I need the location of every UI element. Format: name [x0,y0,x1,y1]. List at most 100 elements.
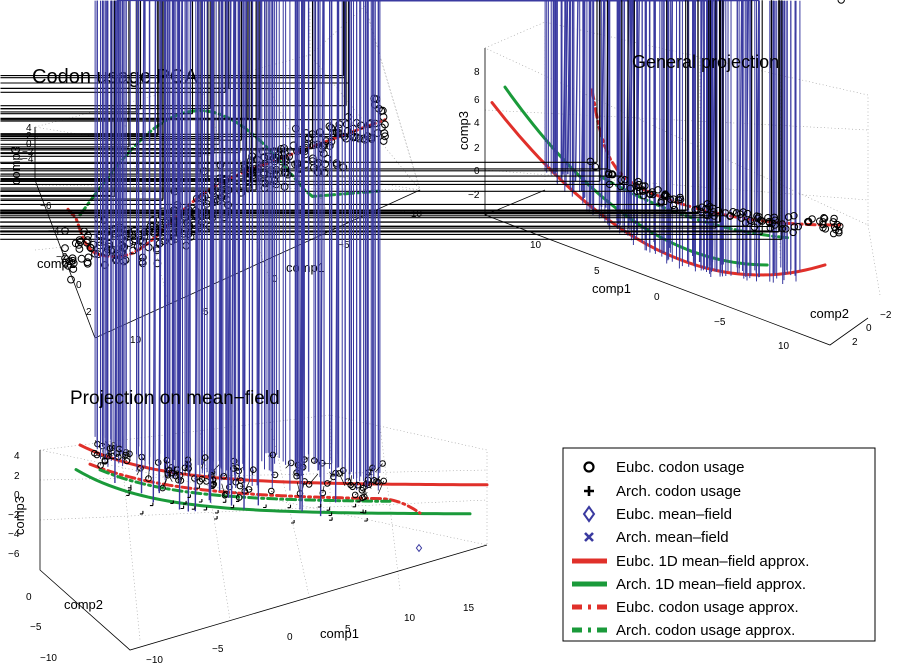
p2-xlabel: comp1 [592,281,631,296]
legend: Eubc. codon usage Arch. codon usage Eubc… [562,447,876,642]
p3-arch-codon-point [214,516,218,520]
p1-zlabel: comp3 [8,146,23,185]
p3-ytick: 0 [26,592,32,603]
p3-arch-codon-point [362,510,367,514]
eubc-codon-point [76,237,85,246]
p3-eubc-codon-point [311,457,318,464]
p3-projection-link [354,493,357,496]
panel-projection-on-mean-field: Projection on mean−field comp1 comp2 com… [8,0,519,666]
p2-ztick: 8 [474,67,480,78]
p3-arch-codon-point [364,518,368,522]
p1-ytick: −6 [40,201,52,212]
p3-ztick: −4 [8,529,20,540]
p2-eubc-codon-point [617,182,625,191]
legend-swatch [583,461,595,473]
p1-xtick: −10 [405,209,422,220]
p2-yticks: −2 0 2 [852,310,892,348]
p3-projection-link [221,483,226,496]
p3-arch-codon-approx-line [98,468,392,503]
eubc-codon-point [379,137,388,145]
p3-projection-link [362,491,368,498]
p3-title: Projection on mean−field [70,388,280,409]
eubc-codon-point [83,236,92,245]
p2-ztick: 2 [474,143,480,154]
p2-eubc-codon-point [634,177,642,186]
p2-ztick: 6 [474,95,480,106]
p2-xtick: 10 [778,341,790,352]
p2-arch-codon-point [0,0,629,185]
p3-projection-link [186,459,189,469]
p2-xtick: −5 [714,317,726,328]
p3-xtick: −10 [146,655,163,666]
p2-eubc-codon-point [821,225,830,233]
p2-arch-codon-point [0,0,722,223]
eubc-codon-point [144,243,153,252]
p3-projection-link [164,460,168,473]
legend-box [562,447,876,642]
p3-eubc-codon-point [209,476,217,484]
p3-projection-link [350,475,352,486]
p3-eubc-codon-point [268,487,275,495]
p2-xticks: 10 5 0 −5 10 [530,240,790,352]
p2-eubc-codon-point [829,218,837,226]
p2-eubc-codon-point [635,180,643,189]
p2-eubc-codon-point [794,222,802,231]
eubc-codon-point [68,254,77,263]
p3-projection-link [167,473,173,482]
p3-projection-link [308,473,319,485]
p3-eubc-codon-point [201,454,209,461]
p2-eubc-codon-point [661,191,670,199]
legend-label: Eubc. codon usage approx. [616,599,799,616]
p2-eubc-codon-point [768,219,776,228]
p3-arch-codon-point [126,492,130,496]
p3-eubc-codon-point [293,472,300,480]
p3-arch-codon-point [222,499,227,503]
p3-projection-link [129,453,131,462]
p3-projection-link [173,469,178,478]
p3-eubc-codon-point [101,458,109,465]
p1-ytick: 0 [76,280,82,291]
p2-eubc-codon-point [714,206,723,215]
p3-ztick: −2 [8,510,20,521]
p2-eubc-codon-point [736,210,744,218]
p3-eubc-codon-point [93,451,101,459]
p3-eubc-codon-point [220,472,227,480]
p3-xlabel: comp1 [320,626,359,641]
p3-eubc-codon-point [354,481,362,489]
p2-eubc-codon-point [654,186,662,194]
p3-eubc-codon-point [237,477,245,484]
p1-ztick: 2 [26,131,32,142]
p3-arch-codon-point [352,503,357,508]
p3-eubc-codon-point [305,481,313,488]
p3-projection-link [106,448,111,458]
p2-eubc-codon-point [743,209,752,218]
p2-arch-codon-point [0,0,710,219]
p2-eubc-codon-point [782,225,790,233]
p2-eubc-codon-point [784,213,793,221]
p1-xlabel: comp1 [286,260,325,275]
p3-arch-codon-point [191,506,196,510]
legend-label: Arch. mean–field [616,529,729,546]
p3-arch-codon-point [170,500,174,504]
eubc-codon-point [75,245,84,253]
legend-label: Arch. codon usage [616,483,741,500]
p2-ztick: −2 [468,190,480,201]
p3-eubc-codon-point [221,492,229,499]
p3-eubc-codon-point [123,457,131,465]
p1-zticks: 4 2 0 −2 −4 [22,123,34,165]
p3-eubc-codon-point [168,469,176,477]
p3-arch-codon-point [328,512,333,516]
p3-eubc-codon-point [241,487,249,495]
p3-eubc-meanfield-point [415,543,423,553]
p3-arch-codon-point [263,504,267,509]
legend-label: Eubc. 1D mean–field approx. [616,553,809,570]
p2-ylabel: comp2 [810,306,849,321]
p3-eubc-codon-point [122,451,129,459]
p3-eubc-codon-point [230,465,237,472]
p2-eubc-codon-point [586,157,594,166]
p3-projection-link [338,473,346,487]
p3-xtick: 5 [345,624,351,635]
p3-arch-codon-point [149,502,154,507]
p3-projection-link [136,468,141,476]
